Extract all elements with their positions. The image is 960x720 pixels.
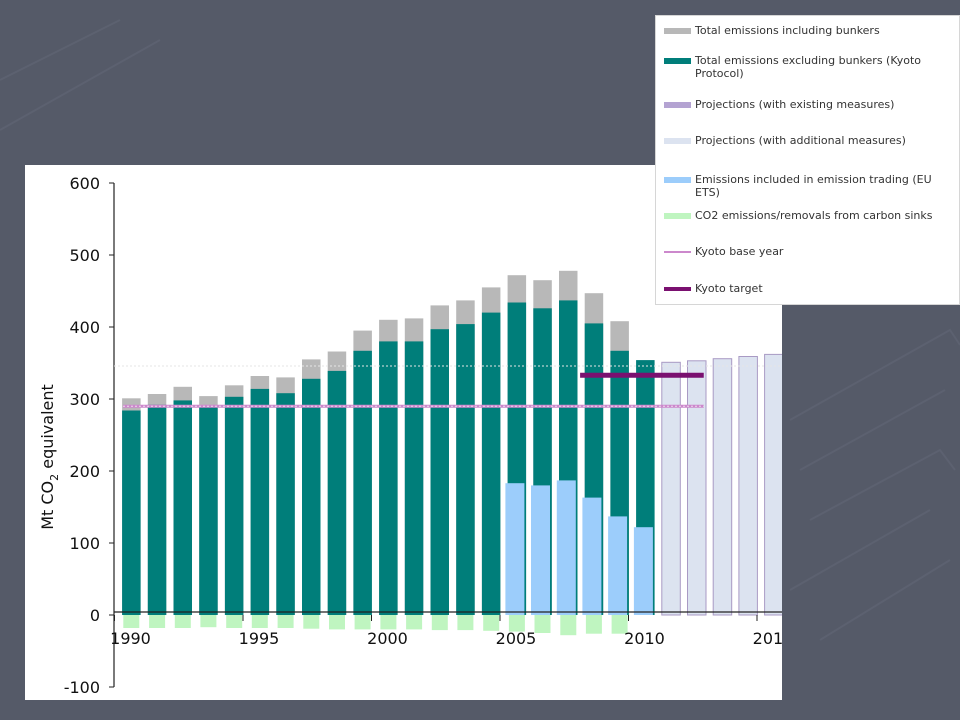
sinks-bar-2005 bbox=[508, 615, 525, 632]
legend-swatch bbox=[664, 251, 691, 253]
x-tick-label: 2010 bbox=[624, 629, 665, 648]
y-tick-label: 300 bbox=[69, 390, 100, 409]
x-tick-label: 2005 bbox=[496, 629, 537, 648]
y-tick-label: 500 bbox=[69, 246, 100, 265]
y-tick-label: 600 bbox=[69, 174, 100, 193]
sinks-bar-1993 bbox=[200, 615, 217, 628]
legend-swatch bbox=[664, 58, 691, 64]
sinks-bar-2002 bbox=[431, 615, 448, 631]
eu-ets-bar-2005 bbox=[505, 483, 525, 615]
total-excl-bar-1997 bbox=[302, 378, 321, 615]
proj-additional-bar-2014 bbox=[738, 356, 758, 616]
total-excl-bar-2002 bbox=[430, 329, 449, 615]
sinks-bar-1994 bbox=[226, 615, 243, 628]
sinks-bar-1992 bbox=[174, 615, 191, 628]
legend: Total emissions including bunkers Total e… bbox=[655, 15, 960, 305]
sinks-bar-1995 bbox=[251, 615, 268, 628]
total-excl-bar-2003 bbox=[456, 324, 475, 615]
reference-lines-layer bbox=[123, 372, 704, 408]
proj-additional-bar-2013 bbox=[712, 358, 733, 616]
legend-label: Kyoto base year bbox=[695, 245, 784, 258]
legend-swatch bbox=[664, 28, 691, 34]
legend-label: Projections (with existing measures) bbox=[695, 98, 895, 111]
total-excl-bar-1993 bbox=[199, 406, 218, 615]
sinks-bar-2008 bbox=[585, 615, 602, 634]
eu-ets-bar-2010 bbox=[633, 527, 653, 615]
sinks-bar-2006 bbox=[534, 615, 551, 633]
legend-swatch bbox=[664, 287, 691, 291]
bars-layer bbox=[122, 270, 782, 636]
sinks-bar-2004 bbox=[483, 615, 500, 631]
chart-panel: -100 0 100 200 300 400 500 600 1990 1995 2000 2005 2… bbox=[25, 165, 782, 700]
eu-ets-bar-2007 bbox=[556, 480, 576, 615]
sinks-bar-2009 bbox=[611, 615, 628, 634]
eu-ets-bar-2008 bbox=[582, 497, 602, 615]
total-excl-bar-1991 bbox=[147, 404, 167, 615]
y-tick-label: 0 bbox=[90, 606, 100, 625]
sinks-bar-1997 bbox=[303, 615, 320, 629]
total-excl-bar-1992 bbox=[173, 400, 192, 615]
y-tick-label: 200 bbox=[69, 462, 100, 481]
total-excl-bar-1995 bbox=[250, 388, 270, 615]
proj-additional-bar-2011 bbox=[661, 361, 681, 616]
total-excl-bar-1999 bbox=[353, 350, 372, 615]
sinks-bar-1990 bbox=[123, 615, 140, 628]
ticks-layer: -100 0 100 200 300 400 500 600 1990 1995 2000 2005 2… bbox=[64, 174, 782, 697]
total-excl-bar-1998 bbox=[327, 370, 347, 615]
sinks-bar-2000 bbox=[380, 615, 397, 630]
y-tick-label: -100 bbox=[64, 678, 100, 697]
total-excl-bar-1996 bbox=[276, 393, 295, 615]
sinks-bar-2007 bbox=[560, 615, 577, 636]
total-excl-bar-1990 bbox=[122, 410, 141, 615]
legend-label: Projections (with additional measures) bbox=[695, 134, 906, 147]
x-tick-label: 1995 bbox=[239, 629, 280, 648]
legend-label: Total emissions including bunkers bbox=[695, 24, 880, 37]
legend-label: Total emissions excluding bunkers (Kyoto… bbox=[695, 54, 922, 80]
sinks-bar-1991 bbox=[149, 615, 166, 628]
total-excl-bar-1994 bbox=[224, 396, 244, 615]
legend-label: Emissions included in emission trading (… bbox=[695, 173, 932, 199]
eu-ets-bar-2006 bbox=[531, 485, 550, 615]
x-tick-label: 1990 bbox=[110, 629, 151, 648]
y-tick-label: 400 bbox=[69, 318, 100, 337]
x-tick-label: 2000 bbox=[367, 629, 408, 648]
sinks-bar-2003 bbox=[457, 615, 474, 631]
total-excl-bar-2000 bbox=[379, 341, 398, 615]
legend-swatch bbox=[664, 102, 691, 108]
sinks-bar-1999 bbox=[354, 615, 371, 630]
proj-additional-bar-2015 bbox=[764, 353, 782, 616]
legend-label: Kyoto target bbox=[695, 282, 763, 295]
sinks-bar-2001 bbox=[406, 615, 423, 630]
y-axis-title: Mt CO2 equivalent bbox=[38, 384, 61, 530]
sinks-bar-1996 bbox=[277, 615, 294, 628]
y-tick-label: 100 bbox=[69, 534, 100, 553]
legend-label: CO2 emissions/removals from carbon sinks bbox=[695, 209, 933, 222]
total-excl-bar-2001 bbox=[404, 341, 424, 615]
legend-swatch bbox=[664, 138, 691, 144]
total-excl-bar-2004 bbox=[481, 312, 501, 615]
proj-additional-bar-2012 bbox=[687, 360, 707, 616]
sinks-bar-1998 bbox=[329, 615, 345, 630]
legend-swatch bbox=[664, 177, 691, 183]
emissions-chart: -100 0 100 200 300 400 500 600 1990 1995 2000 2005 2… bbox=[38, 174, 782, 697]
axes-layer bbox=[113, 183, 782, 687]
x-tick-label: 2015 bbox=[753, 629, 782, 648]
eu-ets-bar-2009 bbox=[608, 516, 628, 615]
legend-swatch bbox=[664, 213, 691, 219]
